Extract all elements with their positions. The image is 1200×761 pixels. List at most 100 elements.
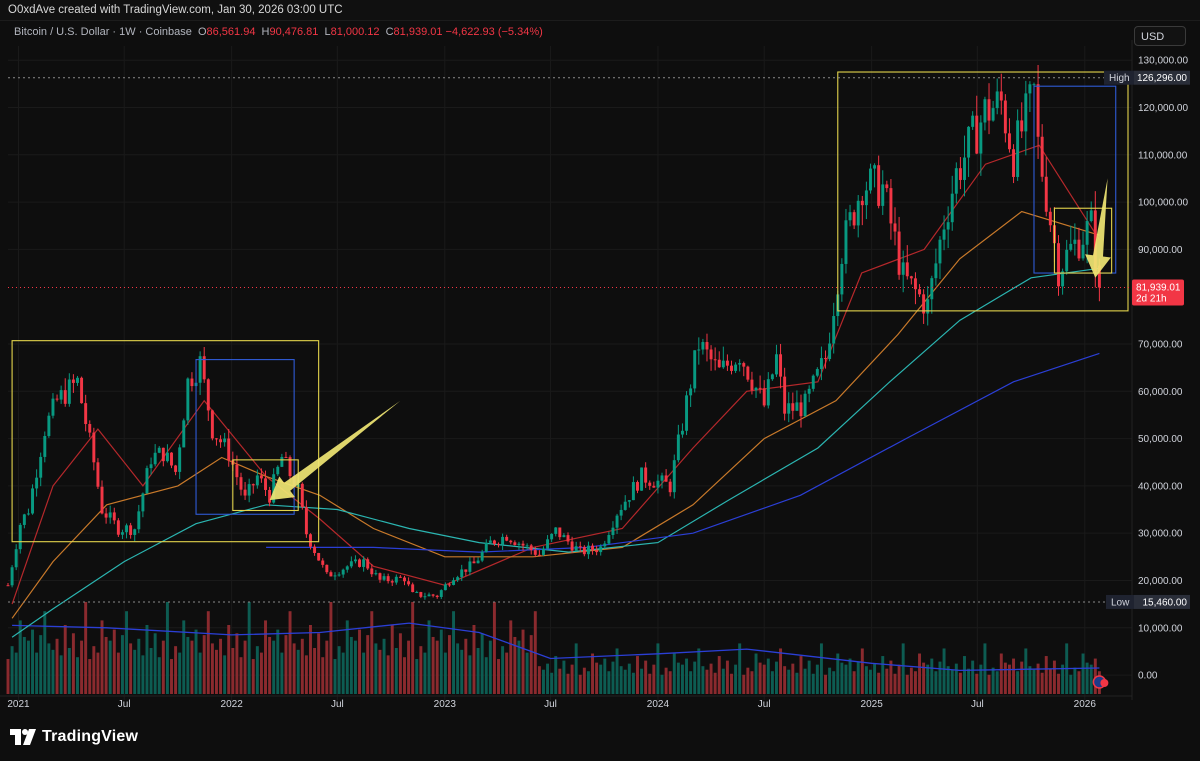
y-tick-label: 100,000.00: [1138, 198, 1188, 209]
candle: [423, 592, 427, 600]
candle: [178, 444, 182, 480]
volume-bar: [157, 657, 161, 694]
volume-bar: [255, 646, 259, 694]
volume-bar: [505, 652, 509, 694]
candle: [885, 180, 889, 193]
candle-body: [693, 350, 697, 389]
volume-bar: [738, 643, 742, 694]
footer-bar: [0, 719, 1200, 761]
candle-body: [92, 432, 96, 463]
volume-bar: [67, 648, 71, 694]
candle-body: [676, 434, 680, 461]
moving-average-teal: [11, 267, 1100, 638]
candle: [460, 564, 464, 582]
candle-body: [259, 475, 263, 479]
candle: [578, 541, 582, 553]
candle-body: [96, 462, 100, 487]
low-label: Low: [1111, 597, 1130, 608]
candle: [586, 541, 590, 559]
currency-button[interactable]: USD: [1134, 26, 1186, 46]
volume-bar: [918, 653, 922, 694]
volume-bar: [452, 611, 456, 694]
volume-bar: [730, 673, 733, 694]
candle-body: [26, 513, 30, 515]
candle: [345, 565, 349, 573]
candle-body: [43, 436, 47, 457]
volume-bar: [636, 656, 639, 694]
blue-range-box: [195, 359, 295, 515]
candle: [991, 100, 995, 122]
symbol-legend: Bitcoin / U.S. Dollar · 1W · Coinbase O8…: [14, 26, 543, 38]
volume-bar: [47, 643, 51, 694]
candle: [1057, 235, 1060, 296]
candle-body: [284, 456, 288, 458]
volume-bar: [31, 629, 34, 694]
volume-bar: [296, 649, 300, 694]
volume-bar: [39, 635, 43, 694]
candle-body: [758, 387, 762, 389]
volume-bar: [758, 662, 762, 694]
candle: [1065, 239, 1069, 275]
candle: [18, 523, 22, 554]
candle: [668, 478, 672, 497]
candle-body: [1089, 210, 1093, 222]
candle-body: [374, 573, 378, 575]
grid: [8, 46, 1132, 700]
volume-bar: [259, 652, 263, 694]
candle-body: [468, 561, 472, 572]
candle-body: [325, 564, 329, 573]
candle-body: [701, 342, 705, 350]
candle-body: [51, 398, 55, 416]
candle-body: [505, 536, 509, 541]
volume-bar: [398, 633, 402, 694]
candle: [509, 539, 513, 545]
candle: [35, 469, 39, 497]
candle: [599, 544, 603, 556]
candle: [125, 523, 129, 539]
candle: [415, 590, 419, 594]
candle-body: [611, 527, 615, 535]
candle: [934, 248, 938, 286]
y-tick-label: 120,000.00: [1138, 103, 1188, 114]
candle-body: [509, 540, 513, 543]
y-tick-label: 70,000.00: [1138, 339, 1183, 350]
candle-body: [398, 576, 402, 578]
volume-bar: [909, 667, 913, 694]
volume-bar: [509, 620, 513, 694]
volume-bar: [995, 671, 999, 694]
volume-bar: [1012, 658, 1016, 694]
volume-bar: [705, 669, 709, 694]
open-label: O: [197, 26, 207, 38]
yellow-range-box: [1053, 207, 1113, 274]
candle-body: [112, 512, 116, 521]
candle-body: [995, 91, 999, 109]
volume-bar: [186, 636, 190, 694]
volume-bar: [1073, 667, 1077, 694]
volume-bar: [84, 602, 88, 694]
volume-bar: [35, 652, 39, 694]
candle: [905, 245, 909, 280]
volume-bar: [309, 625, 312, 694]
volume-bar: [96, 652, 100, 694]
candle: [631, 476, 635, 501]
candle: [562, 533, 566, 538]
candle: [456, 575, 460, 583]
candle-body: [864, 190, 868, 206]
candle: [1024, 80, 1028, 156]
candle-body: [746, 366, 750, 380]
candle-body: [1028, 84, 1032, 94]
candle: [730, 360, 733, 375]
volume-bar: [386, 655, 390, 694]
candle-body: [47, 415, 51, 437]
candle-body: [1036, 84, 1040, 137]
volume-bar: [427, 620, 431, 694]
volume-bar: [390, 625, 394, 694]
volume-bar: [341, 652, 345, 694]
candle: [112, 507, 116, 525]
candle-body: [247, 484, 251, 496]
candle-body: [304, 507, 308, 535]
volume-bar: [468, 655, 472, 694]
candle: [950, 175, 954, 231]
candle: [979, 115, 983, 176]
